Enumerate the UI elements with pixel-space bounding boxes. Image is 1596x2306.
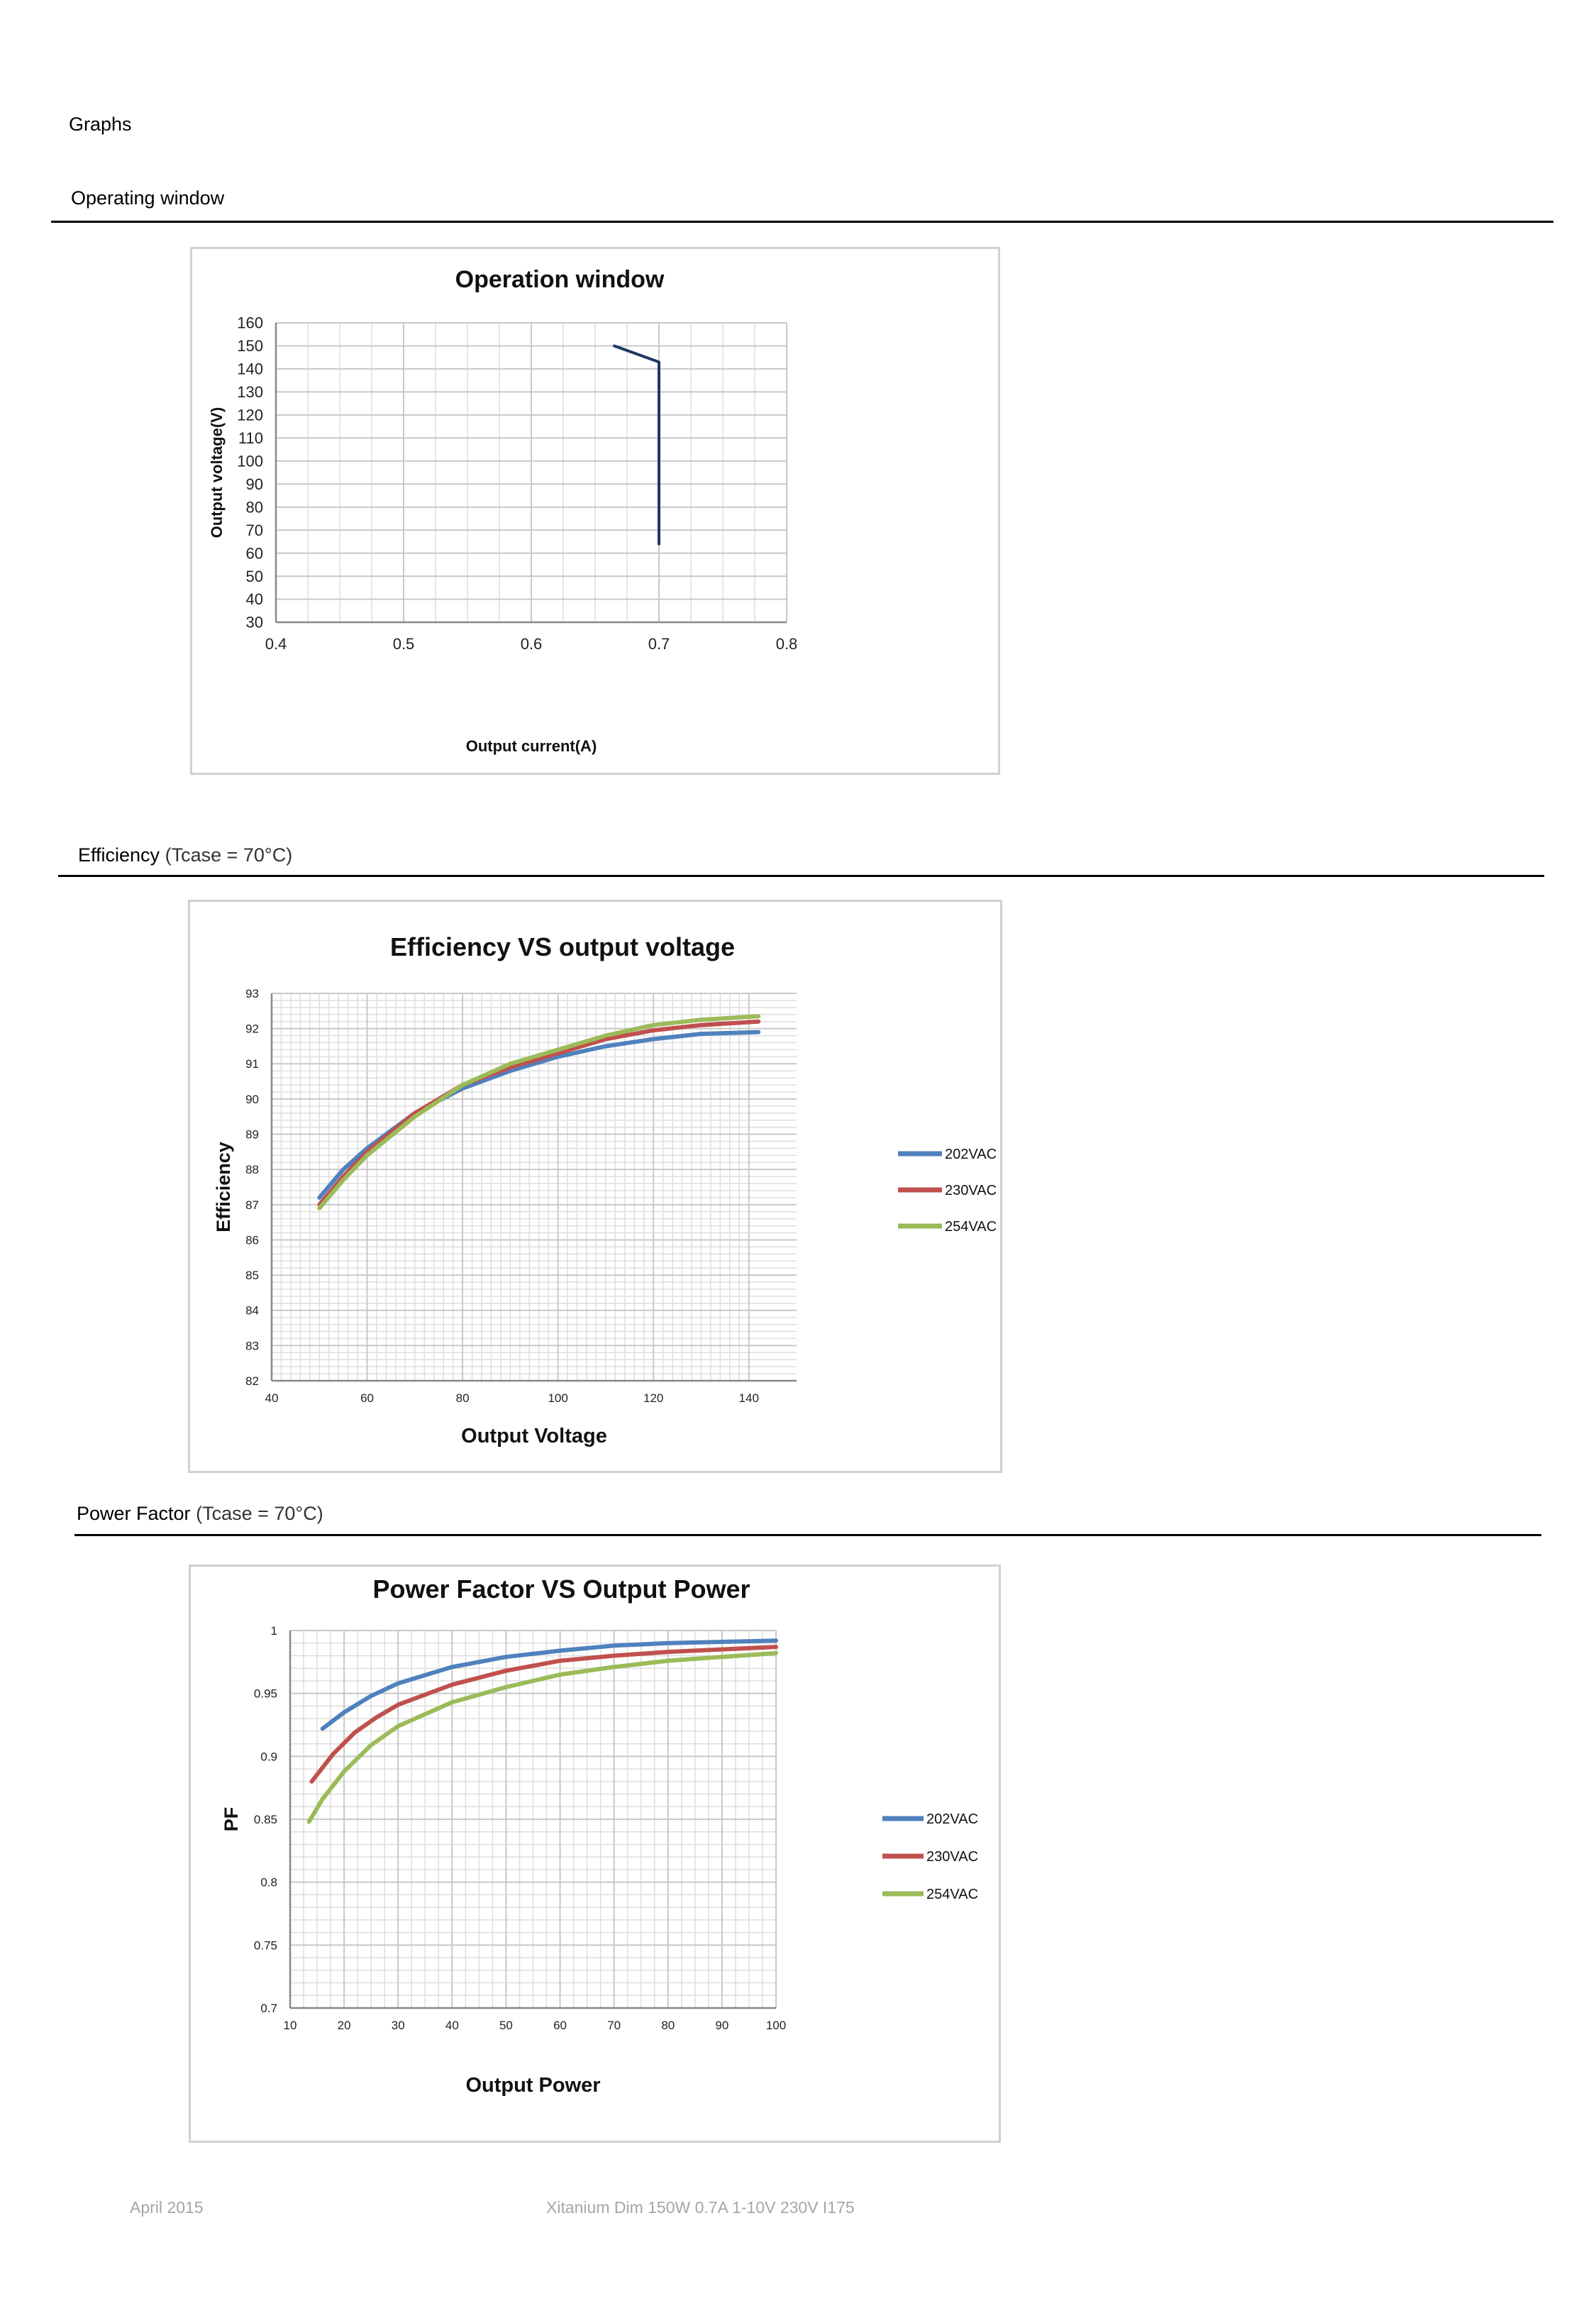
page-heading: Graphs bbox=[69, 114, 132, 135]
series-line-230vac bbox=[309, 1645, 778, 1784]
x-tick-label: 60 bbox=[553, 2019, 567, 2032]
y-tick-label: 82 bbox=[245, 1374, 259, 1388]
x-tick-label: 120 bbox=[643, 1391, 663, 1405]
x-tick-label: 140 bbox=[739, 1391, 759, 1405]
y-tick-label: 92 bbox=[245, 1022, 259, 1036]
footer-date: April 2015 bbox=[130, 2198, 204, 2217]
series-line-254vac bbox=[317, 1014, 761, 1210]
series-line-230vac bbox=[317, 1019, 761, 1207]
x-tick-label: 0.4 bbox=[265, 635, 287, 653]
y-tick-label: 0.85 bbox=[254, 1813, 277, 1826]
y-tick-label: 90 bbox=[245, 1093, 259, 1106]
y-tick-label: 88 bbox=[245, 1163, 259, 1176]
legend-label: 202VAC bbox=[945, 1147, 997, 1162]
section-title: Power Factor bbox=[77, 1503, 191, 1524]
y-tick-label: 140 bbox=[237, 360, 263, 378]
x-tick-label: 60 bbox=[360, 1391, 374, 1405]
y-tick-label: 120 bbox=[237, 407, 263, 424]
x-tick-label: 30 bbox=[392, 2019, 405, 2032]
x-tick-label: 70 bbox=[607, 2019, 621, 2032]
x-tick-label: 10 bbox=[284, 2019, 297, 2032]
x-axis-label: Output current(A) bbox=[466, 737, 597, 755]
x-tick-label: 0.6 bbox=[521, 635, 543, 653]
x-tick-label: 100 bbox=[548, 1391, 567, 1405]
y-tick-label: 40 bbox=[246, 590, 263, 608]
legend-label: 202VAC bbox=[926, 1811, 978, 1827]
chart-frame-efficiency: 40 60 80 100 120 140 82 83 84 85 86 87 88 89 90 91 92 93 E… bbox=[188, 900, 1002, 1473]
x-tick-label: 40 bbox=[445, 2019, 459, 2032]
y-tick-label: 30 bbox=[246, 614, 263, 631]
section-title: Efficiency bbox=[78, 844, 160, 866]
y-tick-label: 93 bbox=[245, 987, 259, 1000]
y-tick-label: 110 bbox=[238, 429, 263, 447]
x-tick-label: 20 bbox=[338, 2019, 351, 2032]
section-subtitle: (Tcase = 70°C) bbox=[165, 844, 293, 866]
chart-frame-operation-window: 0.4 0.5 0.6 0.7 0.8 30 40 50 60 70 80 90 100 110 120 13… bbox=[190, 247, 1000, 775]
x-axis-label: Output Power bbox=[465, 2074, 600, 2097]
power-factor-chart: 10 20 30 40 50 60 70 80 90 100 0.7 0.75 0.8 0.85 0.9 0.… bbox=[221, 1574, 978, 2097]
x-tick-label: 80 bbox=[456, 1391, 470, 1405]
y-tick-label: 84 bbox=[245, 1304, 259, 1318]
y-tick-label: 0.8 bbox=[260, 1876, 277, 1890]
x-tick-label: 0.7 bbox=[648, 635, 670, 653]
section-divider bbox=[58, 875, 1544, 877]
y-axis-label: Output voltage(V) bbox=[208, 407, 226, 539]
x-tick-label: 90 bbox=[715, 2019, 728, 2032]
series-line-operating-limit bbox=[613, 344, 660, 546]
y-axis-label: Efficiency bbox=[213, 1142, 234, 1232]
y-tick-label: 86 bbox=[245, 1233, 259, 1247]
y-tick-label: 80 bbox=[246, 498, 263, 516]
section-divider bbox=[51, 221, 1553, 223]
y-tick-label: 160 bbox=[237, 314, 263, 332]
chart-frame-power-factor: 10 20 30 40 50 60 70 80 90 100 0.7 0.75 0.8 0.85 0.9 0.… bbox=[189, 1565, 1001, 2143]
y-tick-label: 89 bbox=[245, 1127, 259, 1141]
section-divider bbox=[74, 1534, 1541, 1536]
section-title: Operating window bbox=[71, 187, 225, 209]
y-tick-label: 130 bbox=[237, 383, 263, 401]
y-axis-label: PF bbox=[221, 1807, 242, 1832]
series-line-202vac bbox=[317, 1030, 761, 1200]
x-tick-label: 100 bbox=[766, 2019, 786, 2032]
y-tick-label: 90 bbox=[246, 475, 263, 493]
section-power-factor-title: Power Factor (Tcase = 70°C) bbox=[77, 1503, 323, 1525]
section-operating-window-title: Operating window bbox=[71, 187, 224, 209]
legend-label: 254VAC bbox=[926, 1887, 978, 1902]
x-tick-label: 0.5 bbox=[393, 635, 415, 653]
y-tick-label: 50 bbox=[246, 568, 263, 585]
chart-title: Power Factor VS Output Power bbox=[372, 1574, 750, 1604]
y-tick-label: 0.95 bbox=[254, 1687, 277, 1701]
legend-label: 230VAC bbox=[945, 1183, 997, 1198]
x-tick-label: 40 bbox=[265, 1391, 279, 1405]
x-tick-label: 50 bbox=[499, 2019, 513, 2032]
y-tick-label: 85 bbox=[245, 1269, 259, 1282]
legend-label: 254VAC bbox=[945, 1219, 997, 1235]
series-line-254vac bbox=[306, 1650, 778, 1824]
y-tick-label: 60 bbox=[246, 544, 263, 562]
y-tick-label: 91 bbox=[245, 1057, 259, 1071]
y-tick-label: 0.7 bbox=[260, 2002, 277, 2015]
y-tick-label: 1 bbox=[271, 1624, 277, 1638]
y-tick-label: 70 bbox=[246, 522, 263, 539]
y-tick-label: 83 bbox=[245, 1339, 259, 1352]
section-efficiency-title: Efficiency (Tcase = 70°C) bbox=[78, 844, 292, 866]
y-tick-label: 150 bbox=[237, 337, 263, 355]
x-tick-label: 80 bbox=[661, 2019, 675, 2032]
y-tick-label: 0.9 bbox=[260, 1750, 277, 1763]
y-tick-label: 0.75 bbox=[254, 1938, 277, 1952]
legend-label: 230VAC bbox=[926, 1849, 978, 1865]
series-line-202vac bbox=[320, 1638, 778, 1731]
x-tick-label: 0.8 bbox=[776, 635, 798, 653]
y-tick-label: 100 bbox=[237, 452, 263, 470]
chart-title: Operation window bbox=[455, 266, 665, 293]
y-tick-label: 87 bbox=[245, 1198, 259, 1212]
x-axis-label: Output Voltage bbox=[461, 1425, 607, 1447]
chart-title: Efficiency VS output voltage bbox=[390, 932, 735, 961]
footer-product: Xitanium Dim 150W 0.7A 1-10V 230V I175 bbox=[546, 2198, 855, 2217]
efficiency-chart: 40 60 80 100 120 140 82 83 84 85 86 87 88 89 90 91 92 93 E… bbox=[213, 932, 997, 1447]
section-subtitle: (Tcase = 70°C) bbox=[196, 1503, 323, 1524]
operation-window-chart: 0.4 0.5 0.6 0.7 0.8 30 40 50 60 70 80 90 100 110 120 13… bbox=[208, 266, 798, 755]
